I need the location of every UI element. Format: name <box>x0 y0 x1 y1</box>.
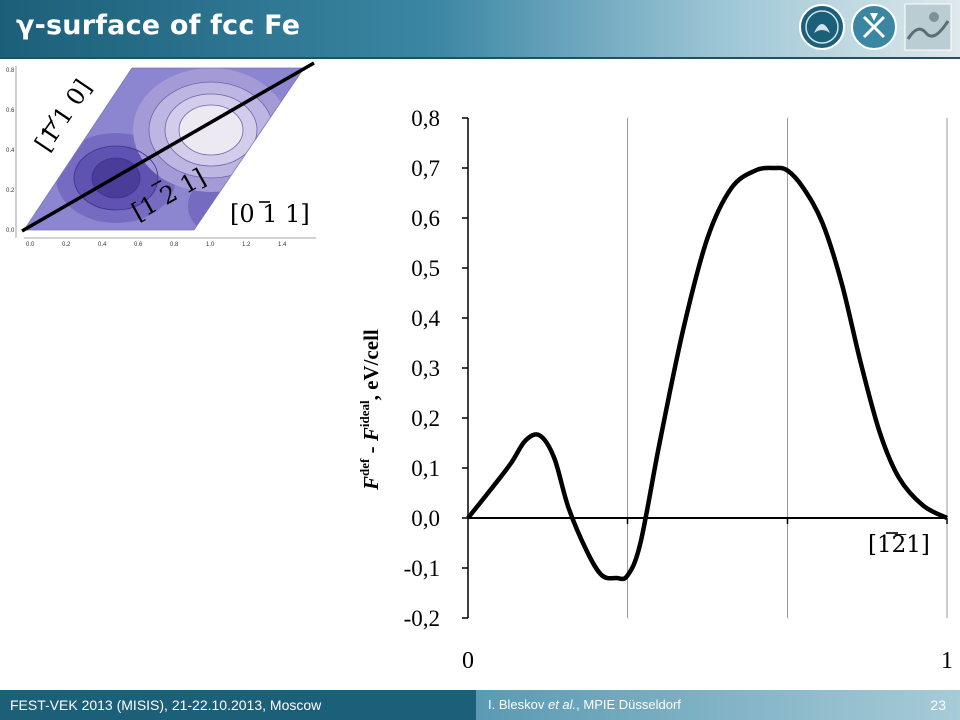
footer-author-prefix: I. Bleskov <box>488 697 548 712</box>
inset-y-tick: 0.4 <box>6 148 15 154</box>
ylabel-F2: F <box>359 427 383 442</box>
ylabel-unit: , eV/cell <box>359 329 383 400</box>
y-tick-label: 0,4 <box>411 306 440 331</box>
inset-y-tick: 0.0 <box>6 228 15 234</box>
institute-logo-icon <box>851 4 897 50</box>
energy-curve <box>466 165 949 582</box>
direction-line <box>21 61 315 233</box>
y-tick-label: -0,1 <box>404 556 440 581</box>
grid-layer <box>627 118 948 618</box>
y-tick-label: -0,2 <box>404 606 440 631</box>
y-tick-label: 0,8 <box>411 106 440 131</box>
y-tick-label: 0,0 <box>411 506 440 531</box>
inset-x-tick: 0.6 <box>134 242 143 248</box>
ylabel-def: def <box>357 458 372 476</box>
tick-layer: 0,8 0,7 0,6 0,5 0,4 0,3 0,2 0,1 0,0 -0,1 -0,2 0 1 <box>404 106 953 674</box>
overbar-121 <box>151 179 162 187</box>
inset-x-tick: 1.2 <box>242 242 251 248</box>
ylabel-minus: - <box>359 441 383 459</box>
inset-x-tick: 0.0 <box>26 242 35 248</box>
ylabel-F: F <box>359 476 383 491</box>
footer-author-bar: I. Bleskov et al., MPIE Düsseldorf 23 <box>476 690 960 720</box>
inset-y-tick: 0.2 <box>6 188 15 194</box>
inset-x-tick: 0.2 <box>62 242 71 248</box>
y-tick-label: 0,5 <box>411 256 440 281</box>
inset-x-tick: 0.8 <box>170 242 179 248</box>
inset-x-tick: 1.0 <box>206 242 215 248</box>
slide-header: γ-surface of fcc Fe <box>0 0 960 59</box>
y-tick-label: 0,2 <box>411 406 440 431</box>
footer-conference: FEST-VEK 2013 (MISIS), 21-22.10.2013, Mo… <box>0 690 476 720</box>
footer-author-suffix: , MPIE Düsseldorf <box>576 697 681 712</box>
page-number: 23 <box>930 697 946 713</box>
y-tick-label: 0,3 <box>411 356 440 381</box>
slide-title: γ-surface of fcc Fe <box>16 10 301 41</box>
series-layer <box>466 165 949 582</box>
y-tick-label: 0,6 <box>411 206 440 231</box>
x-axis-direction-label: [12̅1] <box>868 532 930 558</box>
inset-x-tick: 1.4 <box>278 242 287 248</box>
overbar-110-b <box>41 119 53 135</box>
footer-author-etal: et al. <box>547 697 577 712</box>
x-tick-label: 0 <box>462 648 474 674</box>
x-tick-label: 1 <box>941 648 953 674</box>
inset-y-tick: 0.8 <box>6 68 15 74</box>
y-tick-label: 0,7 <box>411 156 440 181</box>
svg-text:Fdef - Fideal, eV/cell: Fdef - Fideal, eV/cell <box>357 329 383 491</box>
footer-author: I. Bleskov et al., MPIE Düsseldorf <box>488 690 681 720</box>
direction-label-011: [0 1 1] <box>230 200 310 228</box>
max-planck-logo-icon <box>799 4 845 50</box>
inset-x-tick: 0.4 <box>98 242 107 248</box>
ylabel-ideal: ideal <box>357 400 372 427</box>
inset-y-tick: 0.6 <box>6 108 15 114</box>
y-axis-label: Fdef - Fideal, eV/cell <box>357 329 383 491</box>
surface-image-icon <box>904 3 952 51</box>
gamma-surface-contour-plot: 0.0 0.2 0.4 0.6 0.8 1.0 1.2 1.4 0.0 0.2 … <box>6 61 316 248</box>
overbar-110 <box>48 114 56 129</box>
energy-profile-chart: 0,8 0,7 0,6 0,5 0,4 0,3 0,2 0,1 0,0 -0,1 -0,2 0 1 Fd… <box>357 106 953 674</box>
y-tick-label: 0,1 <box>411 456 440 481</box>
footer-conference-text: FEST-VEK 2013 (MISIS), 21-22.10.2013, Mo… <box>10 697 322 713</box>
